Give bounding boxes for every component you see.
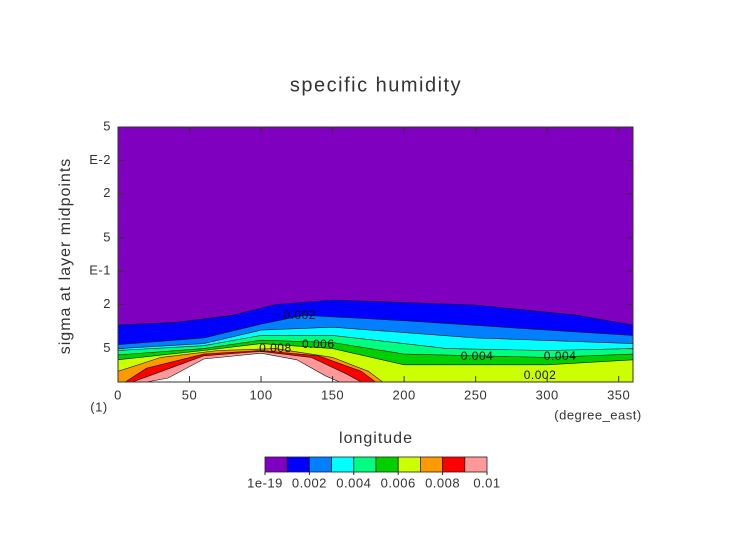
y-tick-label: 2 bbox=[103, 296, 111, 311]
contour-label: 0.002 bbox=[524, 368, 557, 382]
colorbar-tick-label: 0.008 bbox=[425, 475, 460, 490]
colorbar-box bbox=[375, 456, 399, 473]
y-unit: (1) bbox=[90, 399, 107, 414]
colorbar-box bbox=[308, 456, 332, 473]
x-tick-label: 0 bbox=[114, 387, 122, 402]
plot-frame bbox=[117, 126, 634, 383]
x-axis-label: longitude bbox=[339, 430, 413, 447]
x-tick-label: 300 bbox=[536, 387, 559, 402]
contour-label: 0.004 bbox=[544, 349, 577, 363]
colorbar-box bbox=[264, 456, 288, 473]
y-tick-label: 5 bbox=[103, 340, 111, 355]
colorbar-box bbox=[397, 456, 421, 473]
y-tick-label: 2 bbox=[103, 185, 111, 200]
x-unit: (degree_east) bbox=[554, 407, 641, 422]
y-tick-label: 5 bbox=[103, 118, 111, 133]
y-tick-label: 5 bbox=[103, 229, 111, 244]
contour-label: 0.008 bbox=[259, 341, 292, 355]
colorbar-tick-label: 1e-19 bbox=[247, 475, 283, 490]
y-axis-label: sigma at layer midpoints bbox=[57, 158, 74, 355]
colorbar-box bbox=[419, 456, 443, 473]
colorbar-tick-label: 0.01 bbox=[473, 475, 500, 490]
x-tick-label: 200 bbox=[393, 387, 416, 402]
x-tick-label: 100 bbox=[249, 387, 272, 402]
y-tick-label: E-2 bbox=[89, 152, 111, 167]
contour-label: 0.004 bbox=[461, 349, 494, 363]
colorbar-box bbox=[353, 456, 377, 473]
x-tick-label: 150 bbox=[321, 387, 344, 402]
colorbar-tick-label: 0.006 bbox=[381, 475, 416, 490]
colorbar-box bbox=[286, 456, 310, 473]
chart-title: specific humidity bbox=[290, 74, 462, 96]
contour-region bbox=[146, 352, 340, 382]
x-tick-label: 250 bbox=[464, 387, 487, 402]
colorbar-box bbox=[464, 456, 488, 473]
contour-fields bbox=[118, 299, 633, 382]
x-tick-label: 350 bbox=[607, 387, 630, 402]
contour-label: 0.002 bbox=[283, 308, 316, 322]
colorbar-tick-label: 0.002 bbox=[292, 475, 327, 490]
colorbar-box bbox=[442, 456, 466, 473]
y-tick-label: E-1 bbox=[89, 263, 111, 278]
colorbar-tick-label: 0.004 bbox=[336, 475, 371, 490]
colorbar-box bbox=[331, 456, 355, 473]
contour-label: 0.006 bbox=[302, 337, 335, 351]
x-tick-label: 50 bbox=[182, 387, 197, 402]
